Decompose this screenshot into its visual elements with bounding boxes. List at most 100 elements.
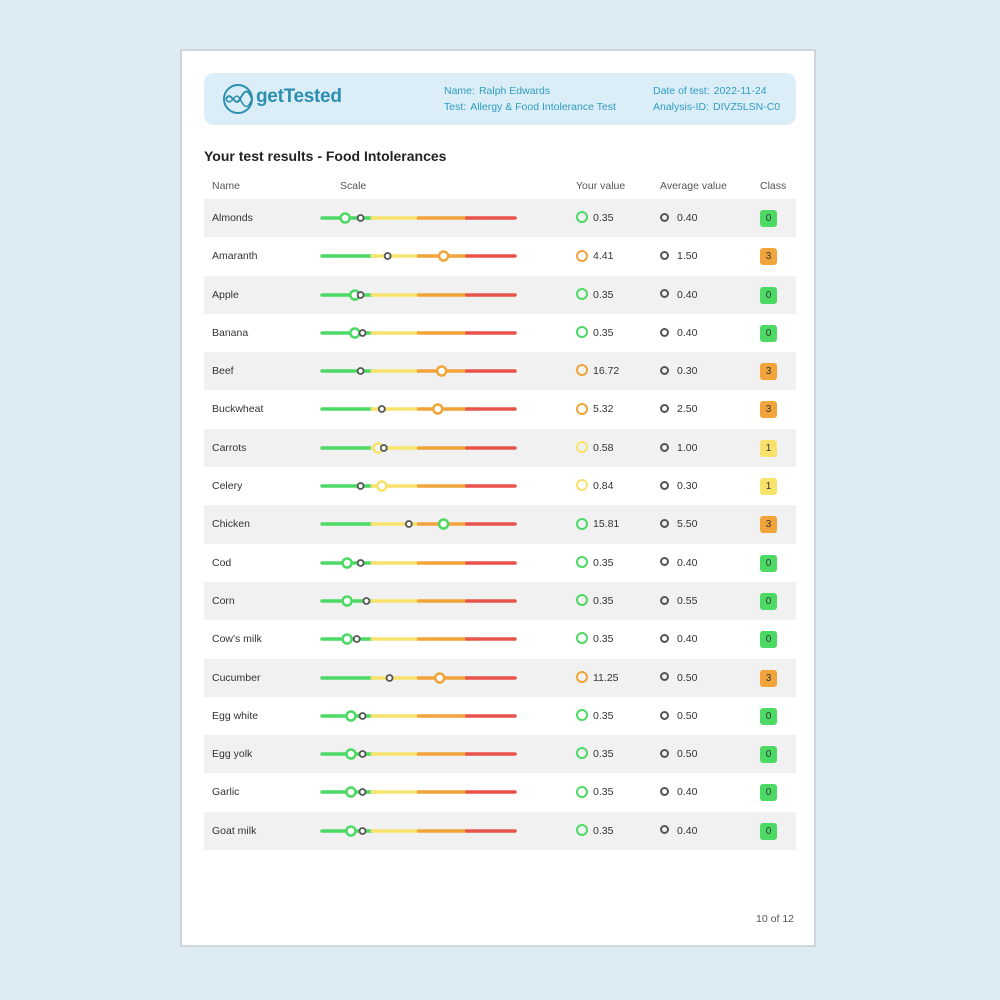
average-ring-icon bbox=[660, 212, 669, 222]
table-row: Egg white 0.35 0.50 0 bbox=[204, 697, 796, 735]
value-ring-icon bbox=[576, 441, 588, 453]
scale-graphic bbox=[320, 710, 517, 722]
class-badge: 3 bbox=[760, 669, 777, 687]
scale-bar bbox=[318, 821, 518, 844]
logo-text: getTested bbox=[256, 86, 342, 107]
test-value: Allergy & Food Intolerance Test bbox=[470, 101, 616, 113]
your-value-marker bbox=[345, 825, 357, 837]
average-value: 0.40 bbox=[660, 825, 697, 837]
average-marker bbox=[383, 252, 392, 261]
your-value-text: 5.32 bbox=[593, 403, 614, 416]
scale-bar bbox=[318, 514, 518, 537]
your-value: 5.32 bbox=[576, 402, 614, 416]
page-number: 10 of 12 bbox=[756, 913, 794, 925]
average-marker bbox=[356, 482, 365, 490]
average-ring-icon bbox=[660, 251, 669, 261]
table-row: Cod 0.35 0.40 0 bbox=[204, 544, 796, 582]
average-value-text: 0.50 bbox=[677, 709, 698, 722]
page-title: Your test results - Food Intolerances bbox=[204, 148, 447, 164]
test-meta: Date of test: 2022-11-24 Analysis-ID: DIVZ… bbox=[653, 83, 780, 115]
average-ring-icon bbox=[660, 480, 669, 490]
average-ring-icon bbox=[660, 404, 669, 414]
your-value: 11.25 bbox=[576, 670, 619, 684]
your-value: 0.35 bbox=[576, 287, 613, 301]
name-value: Ralph Edwards bbox=[478, 85, 551, 97]
food-name: Egg yolk bbox=[212, 748, 253, 761]
your-value: 0.35 bbox=[576, 211, 613, 224]
your-value: 0.58 bbox=[576, 441, 614, 454]
patient-meta: Name: Ralph Edwards Test: Allergy & Food I… bbox=[444, 83, 616, 115]
scale-graphic bbox=[320, 212, 517, 224]
name-line: Name: Ralph Edwards bbox=[444, 83, 616, 99]
table-row: Egg yolk 0.35 0.50 0 bbox=[204, 735, 796, 774]
your-value-text: 11.25 bbox=[593, 671, 619, 684]
average-value-text: 2.50 bbox=[677, 403, 698, 416]
average-value-text: 0.50 bbox=[677, 748, 698, 761]
average-value-text: 5.50 bbox=[677, 518, 698, 531]
class-badge: 0 bbox=[760, 324, 777, 342]
your-value-marker bbox=[341, 633, 353, 646]
average-marker bbox=[385, 673, 394, 682]
class-badge: 3 bbox=[760, 401, 777, 419]
scale-graphic bbox=[320, 633, 517, 646]
average-value-text: 0.50 bbox=[677, 671, 698, 684]
food-name: Banana bbox=[212, 326, 249, 339]
scale-graphic bbox=[320, 480, 517, 492]
scale-graphic bbox=[320, 825, 517, 837]
scale-graphic bbox=[320, 786, 517, 799]
table-row: Celery 0.84 0.30 1 bbox=[204, 467, 796, 505]
average-value: 0.40 bbox=[660, 786, 697, 798]
average-value: 2.50 bbox=[660, 403, 697, 415]
your-value: 0.35 bbox=[576, 555, 613, 569]
scale-graphic bbox=[320, 595, 517, 607]
average-marker bbox=[358, 826, 367, 835]
average-ring-icon bbox=[660, 442, 669, 452]
value-ring-icon bbox=[576, 823, 588, 836]
test-label: Test: bbox=[444, 101, 467, 113]
class-badge: 0 bbox=[760, 707, 777, 725]
food-name: Cow's milk bbox=[212, 633, 262, 646]
your-value-text: 0.35 bbox=[593, 786, 614, 799]
report-page: getTested Name: Ralph Edwards Test: Allerg… bbox=[180, 49, 816, 947]
average-marker bbox=[352, 635, 361, 644]
average-ring-icon bbox=[660, 519, 669, 529]
food-name: Apple bbox=[212, 288, 239, 301]
average-value: 1.00 bbox=[660, 442, 697, 454]
value-ring-icon bbox=[576, 594, 588, 607]
your-value-text: 0.58 bbox=[593, 441, 614, 454]
results-table: Almonds 0.35 0.40 0 Amaranth 4.41 1.50 3 Apple 0.… bbox=[204, 199, 796, 851]
food-name: Almonds bbox=[212, 212, 253, 224]
column-scale: Scale bbox=[340, 180, 367, 192]
column-average-value: Average value bbox=[660, 180, 727, 192]
value-ring-icon bbox=[576, 555, 588, 568]
scale-graphic bbox=[320, 403, 517, 416]
scale-graphic bbox=[320, 748, 517, 760]
table-row: Goat milk 0.35 0.40 0 bbox=[204, 811, 796, 851]
logo: getTested bbox=[222, 83, 342, 115]
your-value-marker bbox=[437, 518, 450, 531]
your-value-text: 0.35 bbox=[593, 709, 614, 722]
scale-graphic bbox=[320, 442, 517, 454]
table-row: Cow's milk 0.35 0.40 0 bbox=[204, 620, 796, 658]
your-value-marker bbox=[345, 710, 357, 722]
average-value: 0.40 bbox=[660, 212, 697, 224]
value-ring-icon bbox=[576, 785, 588, 798]
value-ring-icon bbox=[576, 402, 588, 415]
your-value-text: 16.72 bbox=[593, 365, 620, 378]
scale-bar bbox=[318, 285, 518, 308]
table-row: Banana 0.35 0.40 0 bbox=[204, 314, 796, 352]
average-ring-icon bbox=[660, 327, 669, 337]
analysis-line: Analysis-ID: DIVZ5LSN-C0 bbox=[653, 99, 780, 115]
class-badge: 0 bbox=[760, 631, 777, 649]
table-row: Buckwheat 5.32 2.50 3 bbox=[204, 390, 796, 428]
table-row: Apple 0.35 0.40 0 bbox=[204, 275, 796, 314]
average-ring-icon bbox=[660, 289, 669, 299]
class-badge: 0 bbox=[760, 286, 777, 304]
average-ring-icon bbox=[660, 787, 669, 797]
average-ring-icon bbox=[660, 748, 669, 758]
name-label: Name: bbox=[444, 85, 475, 97]
food-name: Buckwheat bbox=[212, 403, 264, 416]
value-ring-icon bbox=[576, 249, 588, 262]
your-value-marker bbox=[437, 250, 450, 263]
report-header: getTested Name: Ralph Edwards Test: Allerg… bbox=[204, 73, 796, 125]
